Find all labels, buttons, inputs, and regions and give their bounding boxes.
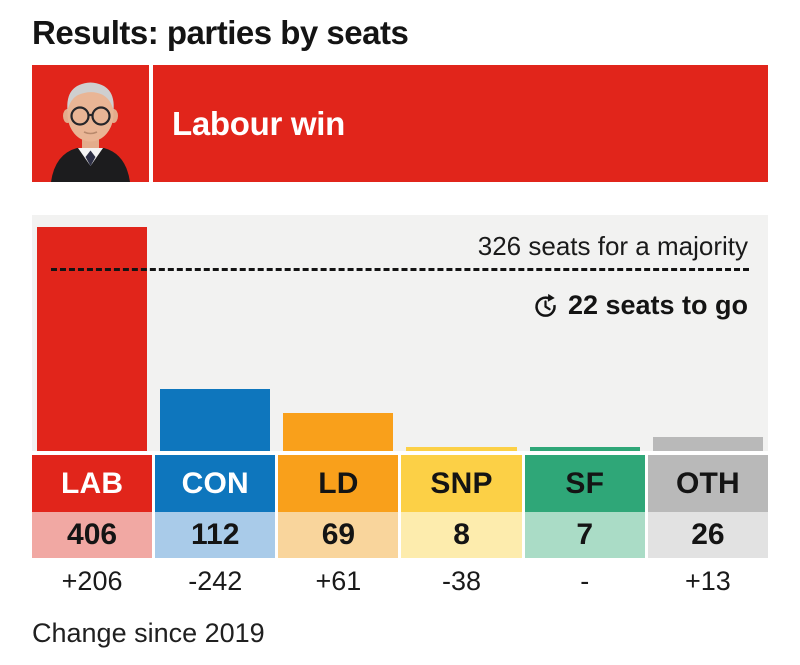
seats-to-go-label: 22 seats to go [567, 290, 748, 320]
party-seats-row: 406 112 69 8 7 26 [32, 512, 768, 558]
bar-sf [529, 447, 640, 451]
party-seats-lab: 406 [32, 512, 153, 558]
bar-lab [37, 227, 148, 451]
party-change-snp: -38 [401, 558, 522, 604]
results-graphic: Results: parties by seats Labour win [32, 14, 768, 648]
party-change-lab: +206 [32, 558, 153, 604]
party-change-con: -242 [155, 558, 276, 604]
party-change-oth: +13 [647, 558, 768, 604]
party-change-sf: - [524, 558, 645, 604]
bar-ld [283, 413, 394, 451]
majority-label: 326 seats for a majority [477, 231, 748, 261]
party-seats-con: 112 [155, 512, 276, 558]
party-label-ld: LD [278, 455, 399, 512]
party-label-lab: LAB [32, 455, 153, 512]
party-change-row: +206 -242 +61 -38 - +13 [32, 558, 768, 604]
bars-area [32, 215, 768, 451]
party-label-oth: OTH [647, 455, 768, 512]
starmer-photo [32, 65, 149, 182]
bar-oth [652, 437, 763, 451]
party-labels-row: LAB CON LD SNP SF OTH [32, 455, 768, 512]
person-portrait-illustration [32, 65, 149, 182]
party-label-con: CON [155, 455, 276, 512]
seats-bar-chart: 326 seats for a majority 22 seats to go [32, 215, 768, 451]
party-seats-oth: 26 [647, 512, 768, 558]
party-label-snp: SNP [401, 455, 522, 512]
change-caption: Change since 2019 [32, 618, 265, 648]
seats-to-go: 22 seats to go [532, 289, 748, 321]
winner-headline: Labour win [172, 104, 345, 142]
majority-threshold-line [51, 268, 749, 271]
bar-con [160, 389, 271, 451]
party-seats-snp: 8 [401, 512, 522, 558]
party-seats-ld: 69 [278, 512, 399, 558]
party-seats-sf: 7 [524, 512, 645, 558]
winner-banner: Labour win [153, 65, 768, 182]
history-clock-icon [535, 293, 556, 317]
party-change-ld: +61 [278, 558, 399, 604]
winner-banner-row: Labour win [32, 65, 768, 182]
page-title: Results: parties by seats [32, 14, 409, 51]
party-label-sf: SF [524, 455, 645, 512]
bar-snp [406, 447, 517, 451]
